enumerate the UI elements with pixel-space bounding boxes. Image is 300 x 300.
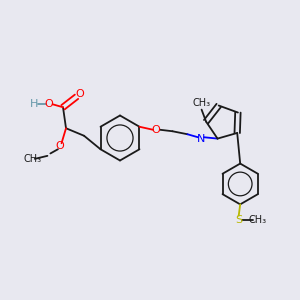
Text: O: O: [152, 125, 160, 135]
Text: CH₃: CH₃: [248, 215, 267, 225]
Text: O: O: [76, 89, 85, 99]
Text: H: H: [30, 99, 39, 109]
Text: CH₃: CH₃: [193, 98, 211, 108]
Text: O: O: [44, 99, 53, 109]
Text: O: O: [56, 141, 64, 151]
Text: S: S: [235, 215, 242, 225]
Text: CH₃: CH₃: [23, 154, 41, 164]
Text: N: N: [197, 134, 205, 144]
